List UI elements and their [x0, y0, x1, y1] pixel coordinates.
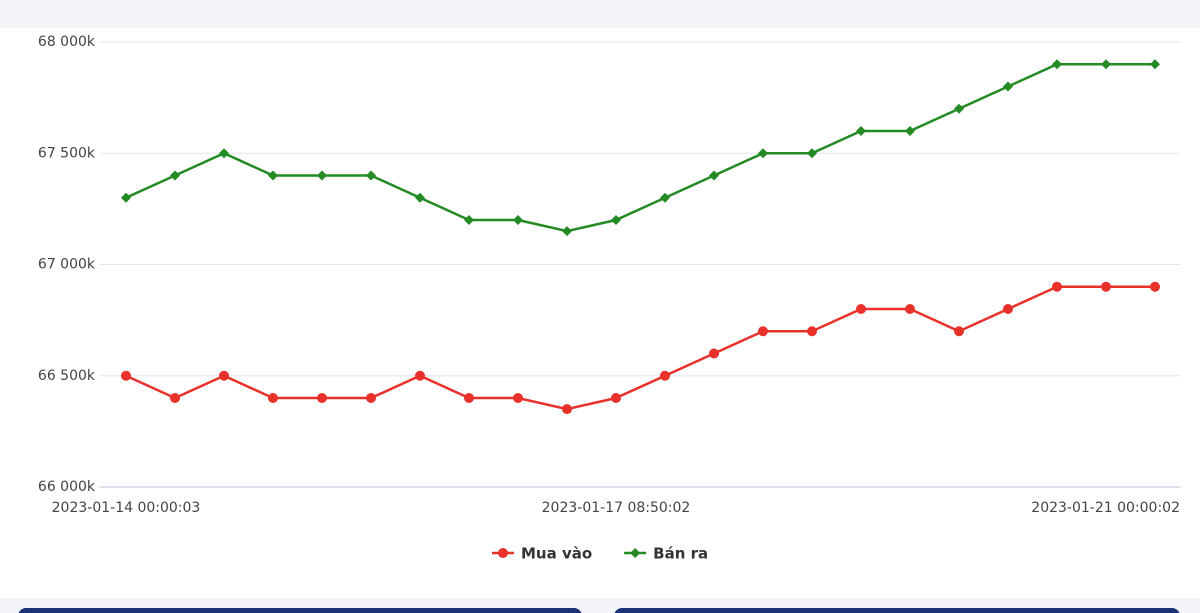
- marker: [464, 393, 474, 403]
- marker: [1003, 304, 1013, 314]
- y-tick-label: 66 000k: [38, 479, 96, 495]
- marker: [709, 170, 719, 181]
- marker: [1052, 281, 1062, 292]
- marker: [954, 103, 964, 114]
- marker: [317, 170, 327, 181]
- y-tick-label: 66 500k: [38, 368, 96, 384]
- legend-label: Bán ra: [653, 545, 708, 563]
- x-tick-label: 2023-01-14 00:00:03: [52, 500, 201, 516]
- marker: [905, 304, 915, 314]
- marker: [219, 148, 229, 159]
- y-tick-label: 67 500k: [38, 145, 96, 161]
- marker: [1150, 59, 1160, 70]
- marker: [660, 192, 670, 203]
- marker: [709, 348, 719, 359]
- legend-label: Mua vào: [521, 545, 592, 563]
- x-tick-label: 2023-01-17 08:50:02: [542, 500, 691, 516]
- marker: [611, 393, 621, 403]
- y-tick-label: 67 000k: [38, 257, 96, 273]
- line: [125, 63, 1155, 233]
- panel: [614, 608, 1180, 613]
- marker: [807, 148, 817, 159]
- marker: [415, 370, 425, 381]
- legend-item: Bán ra: [624, 545, 708, 563]
- marker: [1101, 59, 1111, 70]
- marker: [856, 304, 866, 314]
- marker: [905, 126, 915, 136]
- marker: [366, 393, 376, 403]
- y-tick-label: 68 000k: [38, 34, 96, 50]
- marker: [807, 326, 817, 337]
- marker: [1101, 281, 1111, 292]
- legend: Mua vào Bán ra: [492, 545, 708, 563]
- marker: [611, 215, 621, 225]
- marker: [219, 370, 229, 381]
- marker: [954, 326, 964, 337]
- marker: [513, 393, 523, 403]
- marker: [464, 215, 474, 225]
- marker: [1052, 59, 1062, 70]
- marker: [170, 393, 180, 403]
- marker: [121, 370, 131, 381]
- marker: [121, 192, 131, 203]
- x-tick-label: 2023-01-21 00:00:02: [1031, 500, 1180, 516]
- marker: [415, 192, 425, 203]
- marker: [1003, 81, 1013, 92]
- marker: [758, 148, 768, 159]
- marker: [856, 126, 866, 136]
- marker: [268, 393, 278, 403]
- marker: [562, 226, 572, 237]
- marker: [268, 170, 278, 181]
- legend-marker: [498, 548, 508, 558]
- marker: [170, 170, 180, 181]
- marker: [758, 326, 768, 337]
- panel: [18, 608, 582, 613]
- marker: [513, 215, 523, 225]
- marker: [1150, 281, 1160, 292]
- legend-marker: [630, 548, 641, 558]
- line: [125, 285, 1155, 411]
- legend-item: Mua vào: [492, 545, 592, 563]
- marker: [660, 370, 670, 381]
- marker: [562, 404, 572, 415]
- marker: [366, 170, 376, 181]
- marker: [317, 393, 327, 403]
